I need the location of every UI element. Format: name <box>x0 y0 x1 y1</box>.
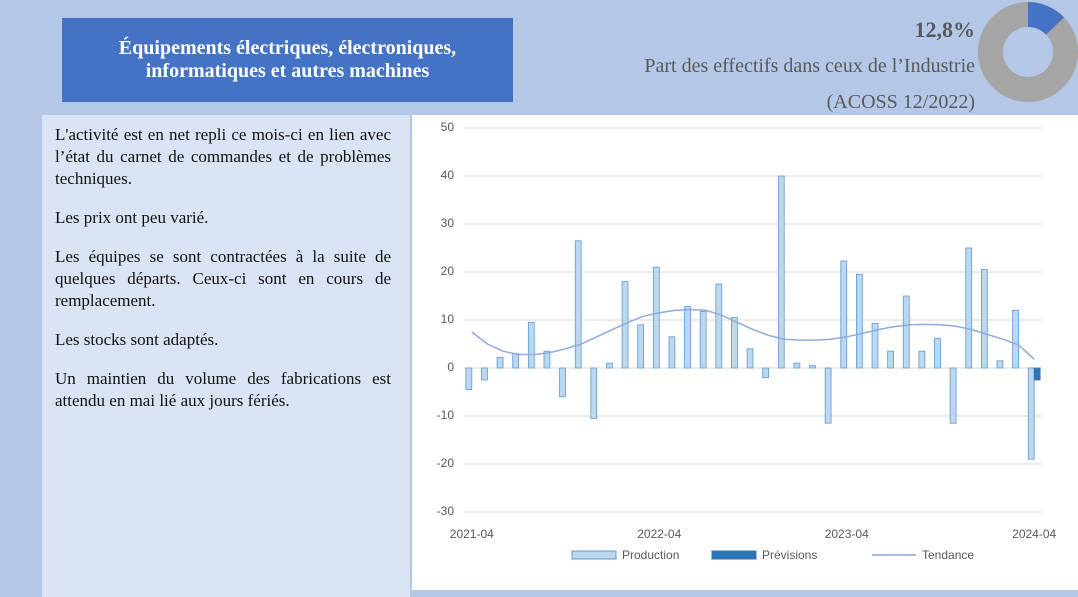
bar <box>1033 367 1041 381</box>
bar <box>965 247 973 369</box>
donut <box>978 2 1078 102</box>
y-tick-label: -10 <box>437 408 455 422</box>
bar <box>949 367 957 424</box>
bar <box>465 367 473 391</box>
y-tick-label: 50 <box>441 120 455 134</box>
y-tick-label: -20 <box>437 456 455 470</box>
share-label: Part des effectifs dans ceux de l’Indust… <box>644 55 975 77</box>
y-tick-label: -30 <box>437 504 455 518</box>
paragraph: Un maintien du volume des fabrications e… <box>55 369 391 410</box>
share-source: (ACOSS 12/2022) <box>826 91 975 113</box>
comment: L'activité est en net repli ce mois-ci e… <box>55 124 391 429</box>
header: Équipements électriques, électroniques, … <box>62 18 513 102</box>
paragraph: Les prix ont peu varié. <box>55 208 209 227</box>
donut-slice <box>1028 2 1065 35</box>
bar <box>840 260 848 369</box>
bar <box>902 295 910 369</box>
bar <box>590 367 598 419</box>
bar <box>652 266 660 369</box>
bar <box>762 367 770 379</box>
legend-label: Prévisions <box>762 548 817 562</box>
bar <box>1027 367 1035 460</box>
bar <box>606 362 613 369</box>
bar <box>793 362 801 369</box>
trend-line <box>471 308 1035 360</box>
chart: -30 -20 -10 0 10 20 30 40 50 2021-04 2022-04 2023-0… <box>412 115 1078 590</box>
bar <box>699 310 707 369</box>
share: 12,8% Part des effectifs dans ceux de l’… <box>644 12 975 120</box>
bar <box>684 306 691 369</box>
bar <box>715 283 723 369</box>
paragraph: Les équipes se sont contractées à la sui… <box>55 247 391 310</box>
y-tick-label: 10 <box>441 312 455 326</box>
share-value: 12,8% <box>914 17 976 42</box>
x-tick-label: 2021-04 <box>450 527 494 541</box>
paragraph: L'activité est en net repli ce mois-ci e… <box>55 125 391 188</box>
header-title: Équipements électriques, électroniques, <box>118 37 457 59</box>
bar <box>746 348 754 369</box>
bar <box>481 367 488 381</box>
legend-swatch <box>711 550 757 560</box>
bar <box>731 317 738 369</box>
bar <box>824 367 832 424</box>
bar <box>856 273 863 369</box>
x-tick-label: 2023-04 <box>825 527 869 541</box>
x-tick-label: 2024-04 <box>1012 527 1056 541</box>
y-tick-label: 20 <box>441 264 455 278</box>
legend-label: Tendance <box>922 548 974 562</box>
bar <box>637 324 645 369</box>
bar <box>543 350 551 369</box>
legend-swatch <box>571 550 617 560</box>
text-panel <box>42 115 410 597</box>
bar <box>668 336 676 369</box>
y-tick-label: 0 <box>447 360 454 374</box>
x-tick-label: 2022-04 <box>637 527 681 541</box>
bar <box>934 337 941 369</box>
bar <box>777 175 785 369</box>
bar <box>496 357 504 369</box>
y-tick-label: 40 <box>441 168 455 182</box>
paragraph: Les stocks sont adaptés. <box>55 330 219 349</box>
bar <box>559 367 566 398</box>
bar <box>512 353 520 369</box>
bar <box>871 322 879 369</box>
bar <box>527 321 535 369</box>
bar <box>1012 309 1019 369</box>
bar <box>918 350 926 369</box>
bar <box>996 360 1004 369</box>
bar <box>980 269 988 369</box>
bar <box>887 350 894 369</box>
bar <box>809 365 816 369</box>
header-title: informatiques et autres machines <box>145 60 430 82</box>
legend-label: Production <box>622 548 679 562</box>
y-tick-label: 30 <box>441 216 455 230</box>
bar <box>574 240 582 369</box>
